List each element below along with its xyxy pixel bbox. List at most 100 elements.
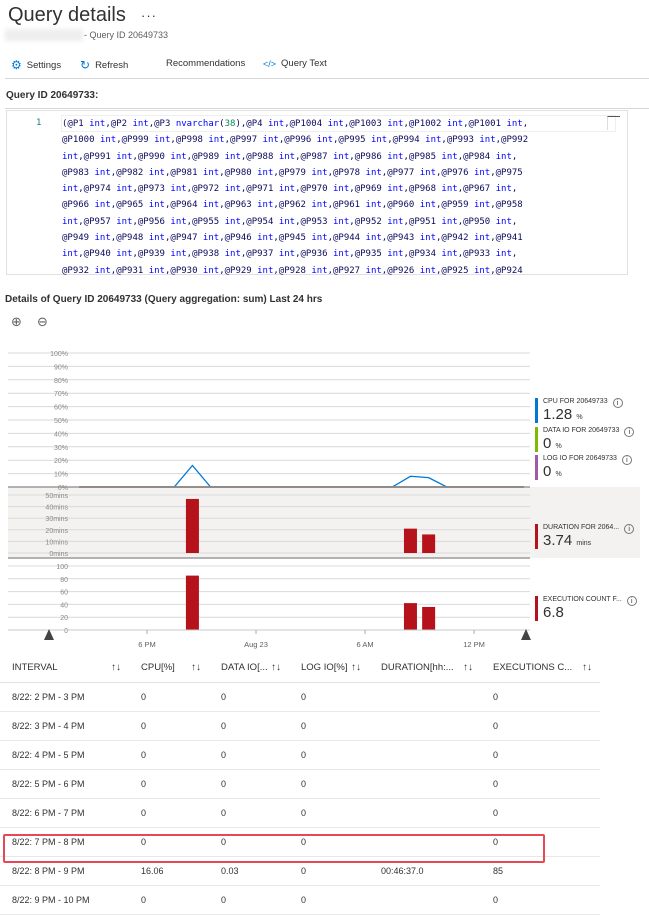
legend-unit: % [556, 471, 562, 478]
code-line: @P1000 int,@P999 int,@P998 int,@P997 int… [62, 132, 528, 148]
refresh-label: Refresh [95, 60, 128, 71]
column-header[interactable]: CPU[%]↑↓ [129, 654, 209, 682]
sort-icon[interactable]: ↑↓ [191, 662, 201, 673]
table-cell: 0 [209, 711, 289, 740]
divider [5, 108, 649, 109]
y-tick-label: 40% [54, 431, 68, 438]
bar [404, 603, 417, 630]
x-tick-label: Aug 23 [244, 640, 268, 649]
gear-icon: ⚙ [11, 58, 22, 72]
highlighted-row-outline [3, 834, 545, 863]
column-header[interactable]: DATA IO[...↑↓ [209, 654, 289, 682]
y-tick-label: 20mins [45, 528, 68, 535]
code-line: @P949 int,@P948 int,@P947 int,@P946 int,… [62, 230, 528, 246]
editor-scrollbar[interactable] [607, 116, 620, 130]
table-cell [369, 769, 481, 798]
column-header[interactable]: EXECUTIONS C... ↑↓ [481, 654, 600, 682]
query-text-label: Query Text [281, 58, 327, 69]
sort-icon[interactable]: ↑↓ [111, 662, 121, 673]
y-tick-label: 10% [54, 472, 68, 479]
table-cell: 8/22: 2 PM - 3 PM [0, 682, 129, 711]
y-tick-label: 50% [54, 418, 68, 425]
range-handle-right[interactable] [521, 629, 531, 640]
table-cell: 8/22: 9 PM - 10 PM [0, 885, 129, 914]
page-subtitle: - Query ID 20649733 [84, 30, 168, 40]
y-tick-label: 70% [54, 391, 68, 398]
query-text-button[interactable]: </>Query Text [263, 58, 327, 69]
table-cell [369, 711, 481, 740]
table-cell: 0 [481, 769, 600, 798]
code-content[interactable]: (@P1 int,@P2 int,@P3 nvarchar(38),@P4 in… [62, 116, 528, 279]
table-cell: 0 [289, 885, 369, 914]
legend-value: 3.74 [543, 532, 572, 549]
y-tick-label: 80% [54, 378, 68, 385]
legend-label: CPU FOR 20649733 [543, 398, 608, 405]
sort-icon[interactable]: ↑↓ [271, 662, 281, 673]
info-icon[interactable]: i [613, 398, 623, 408]
settings-button[interactable]: ⚙Settings [11, 58, 61, 72]
table-cell: 0 [129, 798, 209, 827]
legend-value: 1.28 [543, 406, 572, 423]
info-icon[interactable]: i [627, 596, 637, 606]
y-tick-label: 10mins [45, 539, 68, 546]
table-cell: 8/22: 3 PM - 4 PM [0, 711, 129, 740]
info-icon[interactable]: i [622, 455, 632, 465]
y-tick-label: 20% [54, 458, 68, 465]
recommendations-button[interactable]: Recommendations [166, 58, 245, 69]
sort-icon[interactable]: ↑↓ [351, 662, 361, 673]
zoom-in-icon[interactable]: ⊕ [11, 314, 22, 330]
table-cell: 0 [481, 740, 600, 769]
query-text-editor[interactable]: 1 (@P1 int,@P2 int,@P3 nvarchar(38),@P4 … [6, 110, 628, 275]
table-cell: 0 [129, 682, 209, 711]
more-options-button[interactable]: ··· [141, 8, 157, 23]
code-line: int,@P957 int,@P956 int,@P955 int,@P954 … [62, 214, 528, 230]
column-header[interactable]: LOG IO[%]↑↓ [289, 654, 369, 682]
sort-icon[interactable]: ↑↓ [463, 662, 473, 673]
zoom-out-icon[interactable]: ⊖ [37, 314, 48, 330]
sort-icon[interactable]: ↑↓ [582, 662, 592, 673]
table-cell: 8/22: 5 PM - 6 PM [0, 769, 129, 798]
table-cell: 0 [289, 798, 369, 827]
table-cell: 0 [209, 798, 289, 827]
legend-value: 6.8 [543, 604, 564, 621]
table-cell: 8/22: 6 PM - 7 PM [0, 798, 129, 827]
refresh-button[interactable]: ↻Refresh [80, 58, 128, 72]
y-tick-label: 20 [60, 615, 68, 622]
legend-label: LOG IO FOR 20649733 [543, 455, 617, 462]
column-header-label: DATA IO[... [221, 662, 268, 673]
column-header[interactable]: INTERVAL↑↓ [0, 654, 129, 682]
range-handle-left[interactable] [44, 629, 54, 640]
y-tick-label: 40 [60, 602, 68, 609]
y-tick-label: 60 [60, 590, 68, 597]
series-line-cpu [79, 465, 524, 487]
y-tick-label: 100% [50, 351, 68, 358]
y-tick-label: 30% [54, 445, 68, 452]
table-cell: 0 [209, 885, 289, 914]
table-cell: 0 [289, 769, 369, 798]
column-header-label: EXECUTIONS C... [493, 662, 572, 673]
column-header-label: DURATION[hh:... [381, 662, 454, 673]
code-line: int,@P974 int,@P973 int,@P972 int,@P971 … [62, 181, 528, 197]
table-cell [369, 885, 481, 914]
divider [5, 78, 649, 79]
column-header[interactable]: DURATION[hh:... ↑↓ [369, 654, 481, 682]
y-tick-label: 60% [54, 405, 68, 412]
code-line: (@P1 int,@P2 int,@P3 nvarchar(38),@P4 in… [62, 116, 528, 132]
legend-label: DATA IO FOR 20649733 [543, 427, 619, 434]
y-tick-label: 50mins [45, 493, 68, 500]
code-line: @P983 int,@P982 int,@P981 int,@P980 int,… [62, 165, 528, 181]
legend-value: 0 [543, 435, 551, 452]
table-cell [369, 682, 481, 711]
bar [186, 576, 199, 630]
